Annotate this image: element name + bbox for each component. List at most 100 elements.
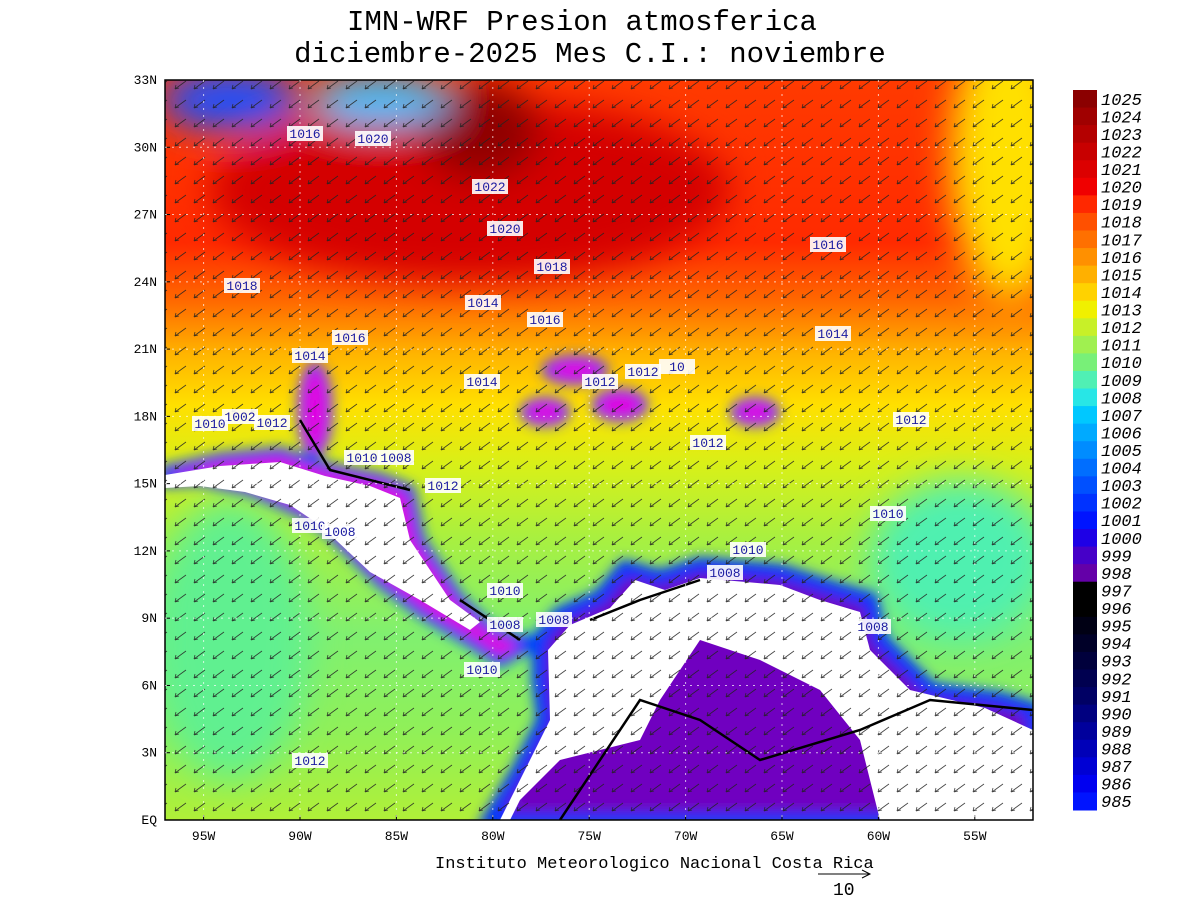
contour-label: 1014: [467, 296, 498, 311]
contour-label-bg: [332, 330, 368, 345]
colorbar-swatch: [1073, 687, 1097, 706]
contour-label: 1012: [584, 375, 615, 390]
colorbar-label: 1007: [1101, 408, 1143, 427]
colorbar-label: 1011: [1101, 338, 1142, 357]
lat-label: EQ: [141, 813, 157, 828]
contour-label-bg: [527, 312, 563, 327]
contour-label: 1008: [857, 620, 888, 635]
contour-label-bg: [870, 506, 906, 521]
colorbar-swatch: [1073, 511, 1097, 530]
colorbar-label: 1016: [1101, 250, 1142, 269]
colorbar-swatch: [1073, 616, 1097, 635]
colorbar-swatch: [1073, 493, 1097, 512]
contour-label-bg: [855, 619, 891, 634]
contour-label: 1010: [294, 519, 325, 534]
colorbar-label: 1018: [1101, 215, 1142, 234]
map-field: [165, 80, 1033, 820]
colorbar-swatch: [1073, 529, 1097, 548]
colorbar-label: 986: [1101, 777, 1132, 796]
colorbar-label: 1004: [1101, 461, 1142, 480]
colorbar-swatch: [1073, 370, 1097, 390]
colorbar-label: 997: [1101, 583, 1132, 602]
colorbar-swatch: [1073, 142, 1097, 161]
contour-label: 1016: [529, 313, 560, 328]
title-line2: diciembre-2025 Mes C.I.: noviembre: [294, 38, 886, 71]
lat-label: 24N: [134, 275, 157, 290]
contour-label-bg: [472, 179, 508, 194]
colorbar-label: 1017: [1101, 232, 1143, 251]
contour-label: 1020: [357, 132, 388, 147]
colorbar-label: 999: [1101, 548, 1132, 567]
contour-label-bg: [287, 126, 323, 141]
contour-label: 1008: [380, 451, 411, 466]
contour-label-bg: [224, 278, 260, 293]
colorbar-swatch: [1073, 160, 1097, 179]
contour-label-bg: [730, 542, 766, 557]
colorbar-swatch: [1073, 581, 1097, 600]
colorbar-label: 1005: [1101, 443, 1142, 462]
colorbar-swatch: [1073, 125, 1097, 144]
colorbar-swatch: [1073, 458, 1097, 477]
colorbar-label: 987: [1101, 759, 1132, 778]
contour-label-bg: [192, 416, 228, 431]
lat-label: 30N: [134, 140, 157, 155]
colorbar-swatch: [1073, 739, 1097, 758]
contour-label-bg: [815, 326, 851, 341]
vector-scale-arrow: [818, 869, 872, 879]
lon-label: 90W: [288, 829, 312, 844]
colorbar-swatch: [1073, 318, 1097, 337]
lat-label: 18N: [134, 409, 157, 424]
colorbar-label: 1021: [1101, 162, 1142, 181]
lon-label: 95W: [192, 829, 216, 844]
lat-label: 15N: [134, 477, 157, 492]
contour-label: 1012: [895, 413, 926, 428]
colorbar-label: 1023: [1101, 127, 1142, 146]
colorbar-swatch: [1073, 774, 1097, 793]
contour-label: 1018: [536, 260, 567, 275]
contour-label: 1018: [226, 279, 257, 294]
colorbar-label: 991: [1101, 689, 1132, 708]
colorbar-label: 1020: [1101, 180, 1142, 199]
contour-label-bg: [487, 617, 523, 632]
colorbar-label: 1001: [1101, 513, 1142, 532]
contour-label-bg: [222, 409, 258, 424]
dynamic: EQ 3N 6N 9N 12N 15N 18N 21N 24N 27N 30N 33N 95W 90W 85…: [134, 73, 1143, 844]
contour-label: 1010: [732, 543, 763, 558]
colorbar-swatch: [1073, 722, 1097, 741]
colorbar-label: 998: [1101, 566, 1132, 585]
contour-label: 1008: [538, 613, 569, 628]
colorbar-swatch: [1073, 353, 1097, 372]
contour-label: 1012: [627, 365, 658, 380]
contour-label: 1020: [489, 222, 520, 237]
colorbar-swatch: [1073, 634, 1097, 653]
colorbar-label: 990: [1101, 706, 1132, 725]
contour-label: 1012: [427, 479, 458, 494]
contour-label-bg: [536, 612, 572, 627]
contour-label: 1014: [466, 375, 497, 390]
contour-label-bg: [707, 565, 743, 580]
colorbar-label: 1013: [1101, 303, 1142, 322]
contour-label: 1014: [817, 327, 848, 342]
colorbar-label: 988: [1101, 742, 1132, 761]
credit: Instituto Meteorologico Nacional Costa R…: [435, 855, 874, 874]
contour-label: 1016: [812, 238, 843, 253]
colorbar-label: 985: [1101, 794, 1132, 813]
colorbar-label: 1024: [1101, 109, 1142, 128]
colorbar-label: 995: [1101, 619, 1132, 638]
contour-label-bg: [659, 359, 695, 374]
lon-label: 60W: [867, 829, 891, 844]
colorbar-swatch: [1073, 195, 1097, 214]
colorbar-swatch: [1073, 704, 1097, 723]
colorbar-label: 1008: [1101, 390, 1142, 409]
contour-label: 1002: [224, 410, 255, 425]
colorbar-swatch: [1073, 757, 1097, 776]
colorbar-swatch: [1073, 300, 1097, 319]
lon-label: 85W: [385, 829, 409, 844]
colorbar-label: 1025: [1101, 92, 1142, 111]
colorbar-label: 1002: [1101, 496, 1142, 515]
lat-label: 9N: [141, 611, 157, 626]
colorbar-label: 992: [1101, 671, 1132, 690]
lat-label: 27N: [134, 208, 157, 223]
colorbar-swatch: [1073, 248, 1097, 267]
